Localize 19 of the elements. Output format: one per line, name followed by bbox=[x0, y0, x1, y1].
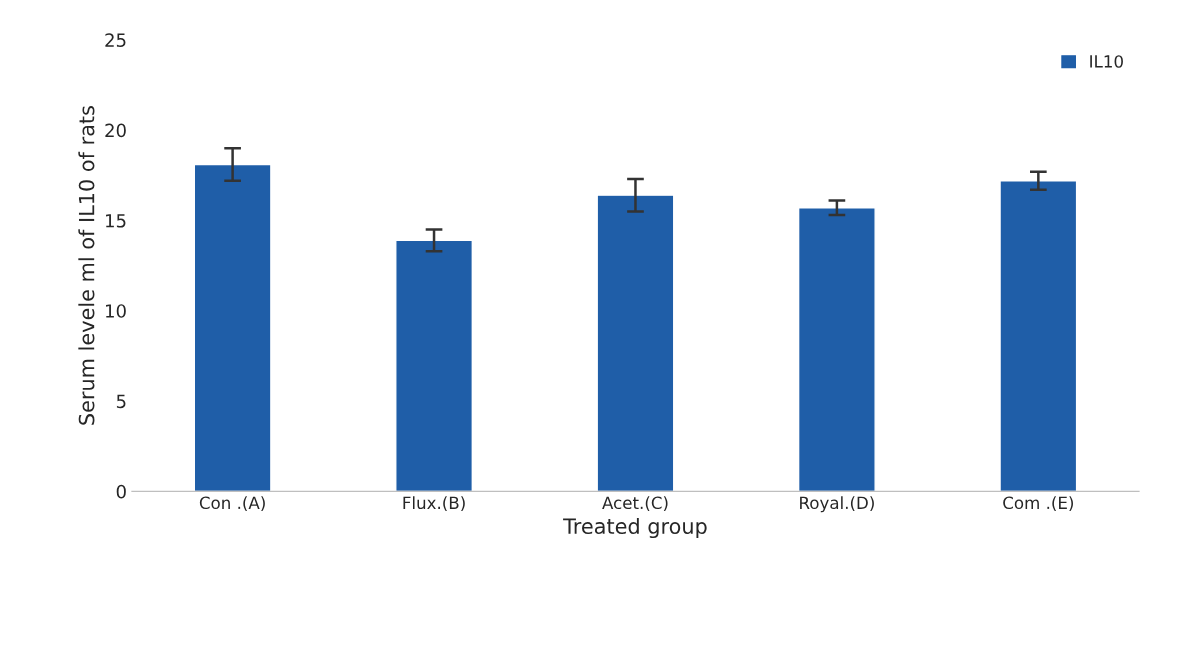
bar bbox=[395, 239, 474, 492]
x-tick-label: Acet.(C) bbox=[602, 496, 668, 512]
legend-label: IL10 bbox=[1090, 55, 1123, 68]
x-tick-label: Flux.(B) bbox=[403, 496, 465, 512]
x-tick-label: Com .(E) bbox=[1003, 496, 1073, 512]
bar bbox=[797, 207, 876, 492]
x-axis-title: Treated group bbox=[563, 517, 707, 539]
bar bbox=[193, 163, 272, 492]
x-tick-label: Royal.(D) bbox=[800, 496, 874, 513]
x-tick-label: Con .(A) bbox=[199, 496, 265, 512]
y-axis-title: Serum levele ml of IL10 of rats bbox=[78, 106, 95, 425]
bar bbox=[999, 180, 1078, 492]
y-tick-label: 15 bbox=[106, 214, 126, 228]
bar bbox=[596, 194, 675, 492]
y-tick-label: 20 bbox=[105, 123, 126, 138]
y-tick-label: 5 bbox=[116, 394, 126, 409]
y-tick-label: 0 bbox=[116, 484, 126, 499]
y-tick-label: 25 bbox=[105, 33, 126, 47]
y-tick-label: 10 bbox=[106, 304, 126, 318]
